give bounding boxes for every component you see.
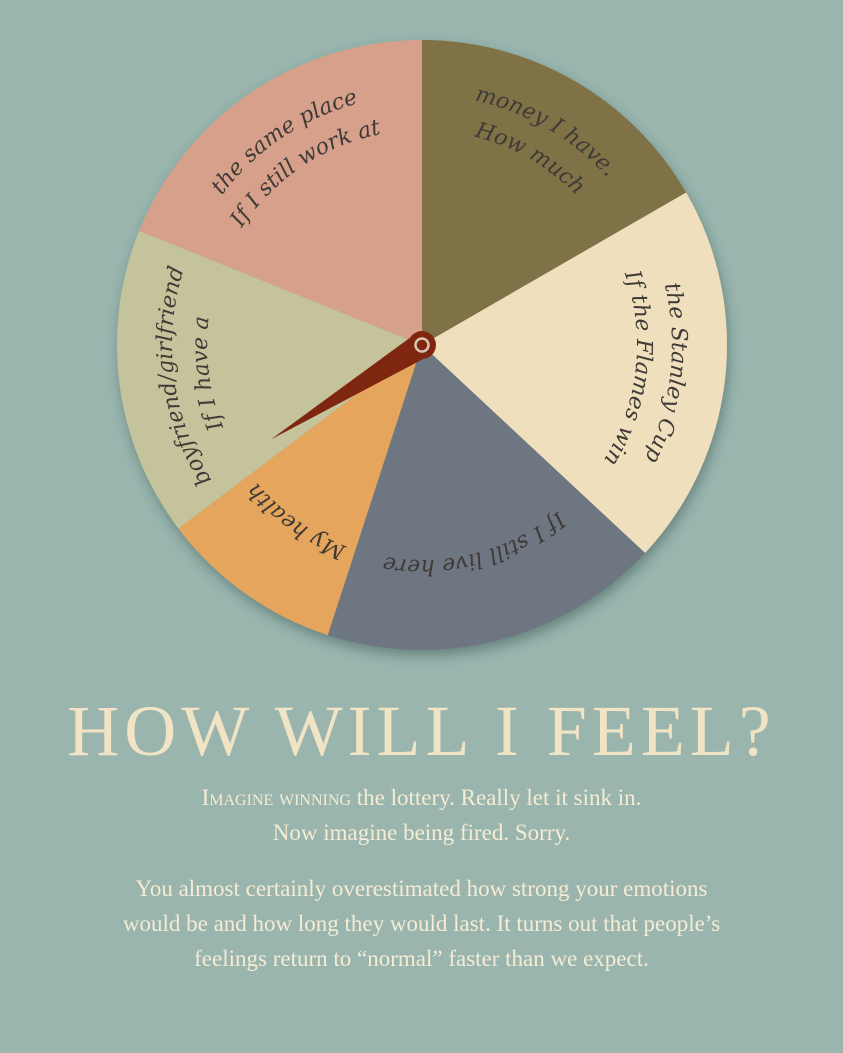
wheel-segment-work — [139, 40, 422, 345]
body-line-2: would be and how long they would last. I… — [122, 911, 721, 936]
wheel-segment-money — [422, 40, 687, 345]
body-text: You almost certainly overestimated how s… — [60, 871, 783, 976]
wheel-hub-ring — [414, 337, 430, 353]
wheel-segment-relationship — [116, 230, 422, 529]
intro-line-1: Imagine winning the lottery. Really let … — [60, 780, 783, 815]
wheel-hub — [408, 331, 436, 359]
wheel-segment-stanley-cup — [422, 192, 727, 554]
wheel-segment-live-here — [327, 345, 646, 650]
body-line-3: feelings return to “normal” faster than … — [194, 946, 649, 971]
wheel-segment-health — [178, 345, 422, 636]
page-title: HOW WILL I FEEL? — [67, 691, 776, 771]
intro-text: Imagine winning the lottery. Really let … — [60, 780, 783, 850]
intro-lead: Imagine winning — [201, 785, 351, 810]
intro-line-2: Now imagine being fired. Sorry. — [272, 820, 571, 845]
body-line-1: You almost certainly overestimated how s… — [135, 876, 708, 901]
wheel-pointer-needle — [271, 333, 429, 440]
intro-line-1-rest: the lottery. Really let it sink in. — [350, 785, 642, 810]
